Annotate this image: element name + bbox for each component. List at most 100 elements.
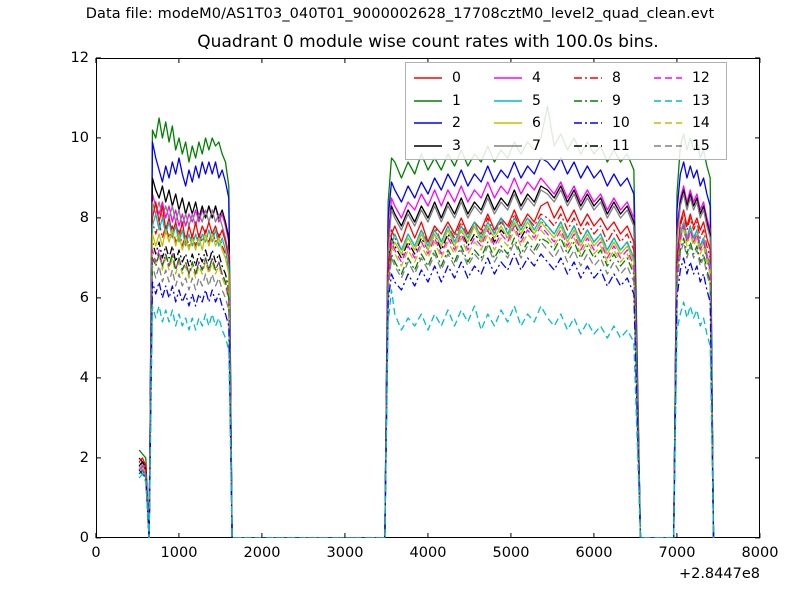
legend-line-sample-4 bbox=[494, 77, 522, 80]
legend-line-sample-8 bbox=[574, 77, 602, 80]
x-tick-mark bbox=[759, 533, 761, 538]
x-tick-mark bbox=[344, 533, 346, 538]
legend-item-6[interactable]: 6 bbox=[486, 115, 566, 131]
y-tick-mark bbox=[96, 297, 101, 299]
series-line-10 bbox=[138, 253, 715, 538]
legend-line-sample-0 bbox=[414, 77, 442, 80]
legend-label-0: 0 bbox=[452, 70, 461, 87]
y-tick-mark bbox=[755, 457, 760, 459]
legend-item-2[interactable]: 2 bbox=[406, 115, 486, 131]
legend-line-sample-3 bbox=[414, 144, 442, 147]
legend-item-7[interactable]: 7 bbox=[486, 138, 566, 154]
legend-label-12: 12 bbox=[692, 70, 710, 87]
y-tick-mark bbox=[755, 297, 760, 299]
series-line-0 bbox=[138, 201, 715, 538]
series-line-11 bbox=[138, 221, 715, 538]
chart-lines bbox=[138, 105, 715, 538]
x-tick-label: 7000 bbox=[658, 545, 696, 561]
y-tick-label: 4 bbox=[79, 370, 89, 386]
x-tick-mark bbox=[178, 58, 180, 63]
series-line-1 bbox=[138, 105, 715, 538]
legend-item-10[interactable]: 10 bbox=[566, 115, 646, 131]
legend-item-13[interactable]: 13 bbox=[646, 93, 726, 109]
legend-label-10: 10 bbox=[612, 115, 630, 132]
legend-line-sample-9 bbox=[574, 99, 602, 102]
legend[interactable]: 0 4 8 12 1 5 9 13 2 6 10 14 3 7 11 15 bbox=[405, 62, 727, 160]
series-line-5 bbox=[138, 213, 715, 538]
series-line-13 bbox=[138, 289, 715, 538]
x-tick-label: 0 bbox=[91, 545, 101, 561]
series-line-2 bbox=[138, 141, 715, 538]
legend-item-9[interactable]: 9 bbox=[566, 93, 646, 109]
legend-label-5: 5 bbox=[532, 92, 541, 109]
legend-item-3[interactable]: 3 bbox=[406, 138, 486, 154]
x-tick-label: 1000 bbox=[160, 545, 198, 561]
x-tick-mark bbox=[510, 58, 512, 63]
legend-label-13: 13 bbox=[692, 92, 710, 109]
legend-item-0[interactable]: 0 bbox=[406, 70, 486, 86]
legend-line-sample-15 bbox=[654, 144, 682, 147]
x-tick-label: 5000 bbox=[492, 545, 530, 561]
legend-item-5[interactable]: 5 bbox=[486, 93, 566, 109]
legend-label-7: 7 bbox=[532, 137, 541, 154]
legend-label-14: 14 bbox=[692, 115, 710, 132]
y-tick-label: 2 bbox=[79, 450, 89, 466]
x-tick-mark bbox=[95, 58, 97, 63]
legend-label-9: 9 bbox=[612, 92, 621, 109]
y-tick-mark bbox=[96, 457, 101, 459]
x-axis-offset-text: +2.8447e8 bbox=[678, 566, 760, 582]
y-tick-mark bbox=[96, 217, 101, 219]
x-tick-mark bbox=[510, 533, 512, 538]
y-tick-label: 0 bbox=[79, 530, 89, 546]
legend-label-4: 4 bbox=[532, 70, 541, 87]
chart-title: Quadrant 0 module wise count rates with … bbox=[197, 32, 659, 52]
legend-item-12[interactable]: 12 bbox=[646, 70, 726, 86]
series-line-3 bbox=[138, 177, 715, 538]
y-tick-label: 8 bbox=[79, 210, 89, 226]
plot-area: 0 2 4 6 8 10 12 0 1000 2000 3000 4000 5000 6000 7000 8… bbox=[71, 50, 779, 582]
legend-line-sample-10 bbox=[574, 122, 602, 125]
legend-item-1[interactable]: 1 bbox=[406, 93, 486, 109]
legend-item-4[interactable]: 4 bbox=[486, 70, 566, 86]
y-tick-mark bbox=[755, 137, 760, 139]
legend-label-2: 2 bbox=[452, 115, 461, 132]
legend-label-1: 1 bbox=[452, 92, 461, 109]
series-line-9 bbox=[138, 237, 715, 538]
x-tick-mark bbox=[427, 533, 429, 538]
legend-item-15[interactable]: 15 bbox=[646, 138, 726, 154]
x-tick-mark bbox=[593, 533, 595, 538]
x-tick-label: 3000 bbox=[326, 545, 364, 561]
legend-label-3: 3 bbox=[452, 137, 461, 154]
series-line-6 bbox=[138, 221, 715, 538]
x-tick-mark bbox=[427, 58, 429, 63]
y-tick-mark bbox=[755, 377, 760, 379]
legend-item-11[interactable]: 11 bbox=[566, 138, 646, 154]
x-tick-mark bbox=[676, 58, 678, 63]
x-tick-mark bbox=[593, 58, 595, 63]
x-tick-mark bbox=[178, 533, 180, 538]
series-line-4 bbox=[138, 177, 715, 538]
legend-line-sample-6 bbox=[494, 122, 522, 125]
y-tick-mark bbox=[755, 57, 760, 59]
y-tick-label: 10 bbox=[70, 130, 89, 146]
legend-line-sample-11 bbox=[574, 144, 602, 147]
legend-line-sample-13 bbox=[654, 99, 682, 102]
y-tick-mark bbox=[755, 217, 760, 219]
series-line-12 bbox=[138, 225, 715, 538]
x-tick-label: 6000 bbox=[575, 545, 613, 561]
legend-label-8: 8 bbox=[612, 70, 621, 87]
y-tick-mark bbox=[96, 137, 101, 139]
data-file-caption: Data file: modeM0/AS1T03_040T01_90000026… bbox=[85, 6, 715, 22]
series-line-8 bbox=[138, 213, 715, 538]
legend-line-sample-7 bbox=[494, 144, 522, 147]
y-tick-label: 6 bbox=[79, 290, 89, 306]
legend-line-sample-1 bbox=[414, 99, 442, 102]
legend-item-8[interactable]: 8 bbox=[566, 70, 646, 86]
x-tick-mark bbox=[759, 58, 761, 63]
legend-label-6: 6 bbox=[532, 115, 541, 132]
x-tick-mark bbox=[676, 533, 678, 538]
series-line-15 bbox=[138, 241, 715, 538]
legend-line-sample-5 bbox=[494, 99, 522, 102]
legend-item-14[interactable]: 14 bbox=[646, 115, 726, 131]
